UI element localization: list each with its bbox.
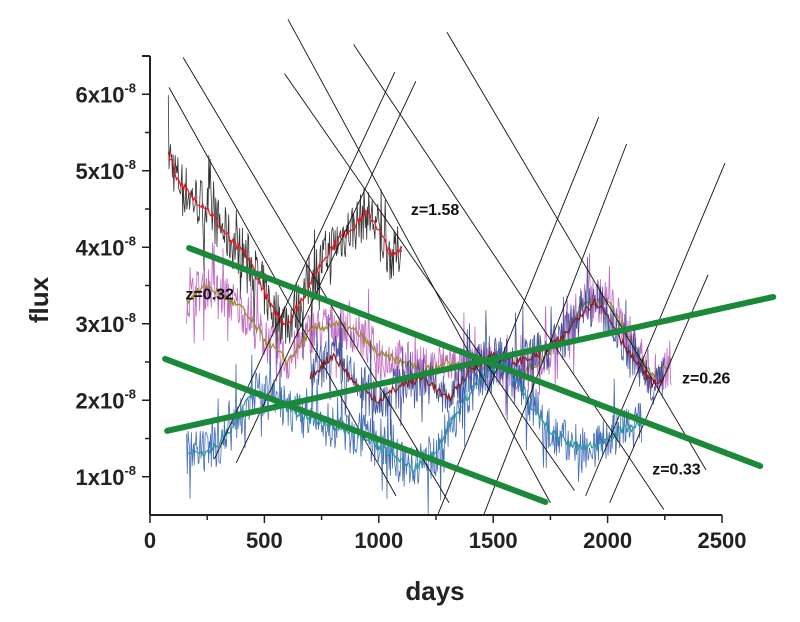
y-tick-mantissa: 4x10 [75, 235, 124, 260]
y-tick-exponent: -8 [124, 386, 136, 401]
thin-line-10 [585, 162, 726, 497]
thin-line-6 [213, 71, 396, 460]
x-tick-label: 1000 [354, 528, 403, 553]
thin-line-9 [483, 143, 628, 515]
series-0-smoothed-line [167, 151, 403, 326]
y-tick-exponent: -8 [124, 233, 136, 248]
y-tick-mantissa: 1x10 [75, 465, 124, 490]
annotation-label: z=0.26 [682, 370, 731, 387]
annotation-label: z=1.58 [411, 202, 460, 219]
annotation-label: z=0.33 [652, 461, 701, 478]
thin-line-0 [168, 87, 397, 497]
x-tick-label: 2500 [698, 528, 747, 553]
y-tick-label: 1x10-8 [75, 463, 136, 490]
y-tick-label: 5x10-8 [75, 157, 136, 184]
y-tick-label: 6x10-8 [75, 80, 136, 107]
thin-line-2 [287, 19, 551, 503]
x-axis-title: days [405, 576, 464, 606]
series-1-smoothed-line [186, 282, 672, 381]
trend-line-1 [162, 355, 549, 505]
series-3-raw-line [186, 341, 643, 515]
y-axis-title: flux [24, 276, 54, 323]
y-tick-exponent: -8 [124, 310, 136, 325]
y-tick-mantissa: 3x10 [75, 312, 124, 337]
y-tick-exponent: -8 [124, 157, 136, 172]
trend-line-2 [164, 293, 777, 434]
y-tick-mantissa: 2x10 [75, 388, 124, 413]
x-tick-label: 2000 [583, 528, 632, 553]
trend-line-0 [186, 245, 764, 470]
thin-line-5 [446, 32, 707, 471]
thin-line-8 [437, 117, 600, 515]
y-tick-exponent: -8 [124, 463, 136, 478]
y-tick-label: 4x10-8 [75, 233, 136, 260]
series-2-raw-line [309, 256, 665, 442]
y-tick-label: 2x10-8 [75, 386, 136, 413]
x-tick-label: 0 [144, 528, 156, 553]
thin-line-1 [182, 57, 450, 503]
annotation-label: z=0.32 [185, 286, 234, 303]
x-tick-label: 1500 [469, 528, 518, 553]
y-tick-exponent: -8 [124, 80, 136, 95]
axes: 0 500 1000 1500 2000 25001x10-82x10-83x10-84x… [75, 55, 747, 553]
x-tick-label: 500 [246, 528, 283, 553]
y-tick-mantissa: 6x10 [75, 82, 124, 107]
y-tick-label: 3x10-8 [75, 310, 136, 337]
y-tick-mantissa: 5x10 [75, 159, 124, 184]
thin-line-3 [284, 73, 575, 491]
